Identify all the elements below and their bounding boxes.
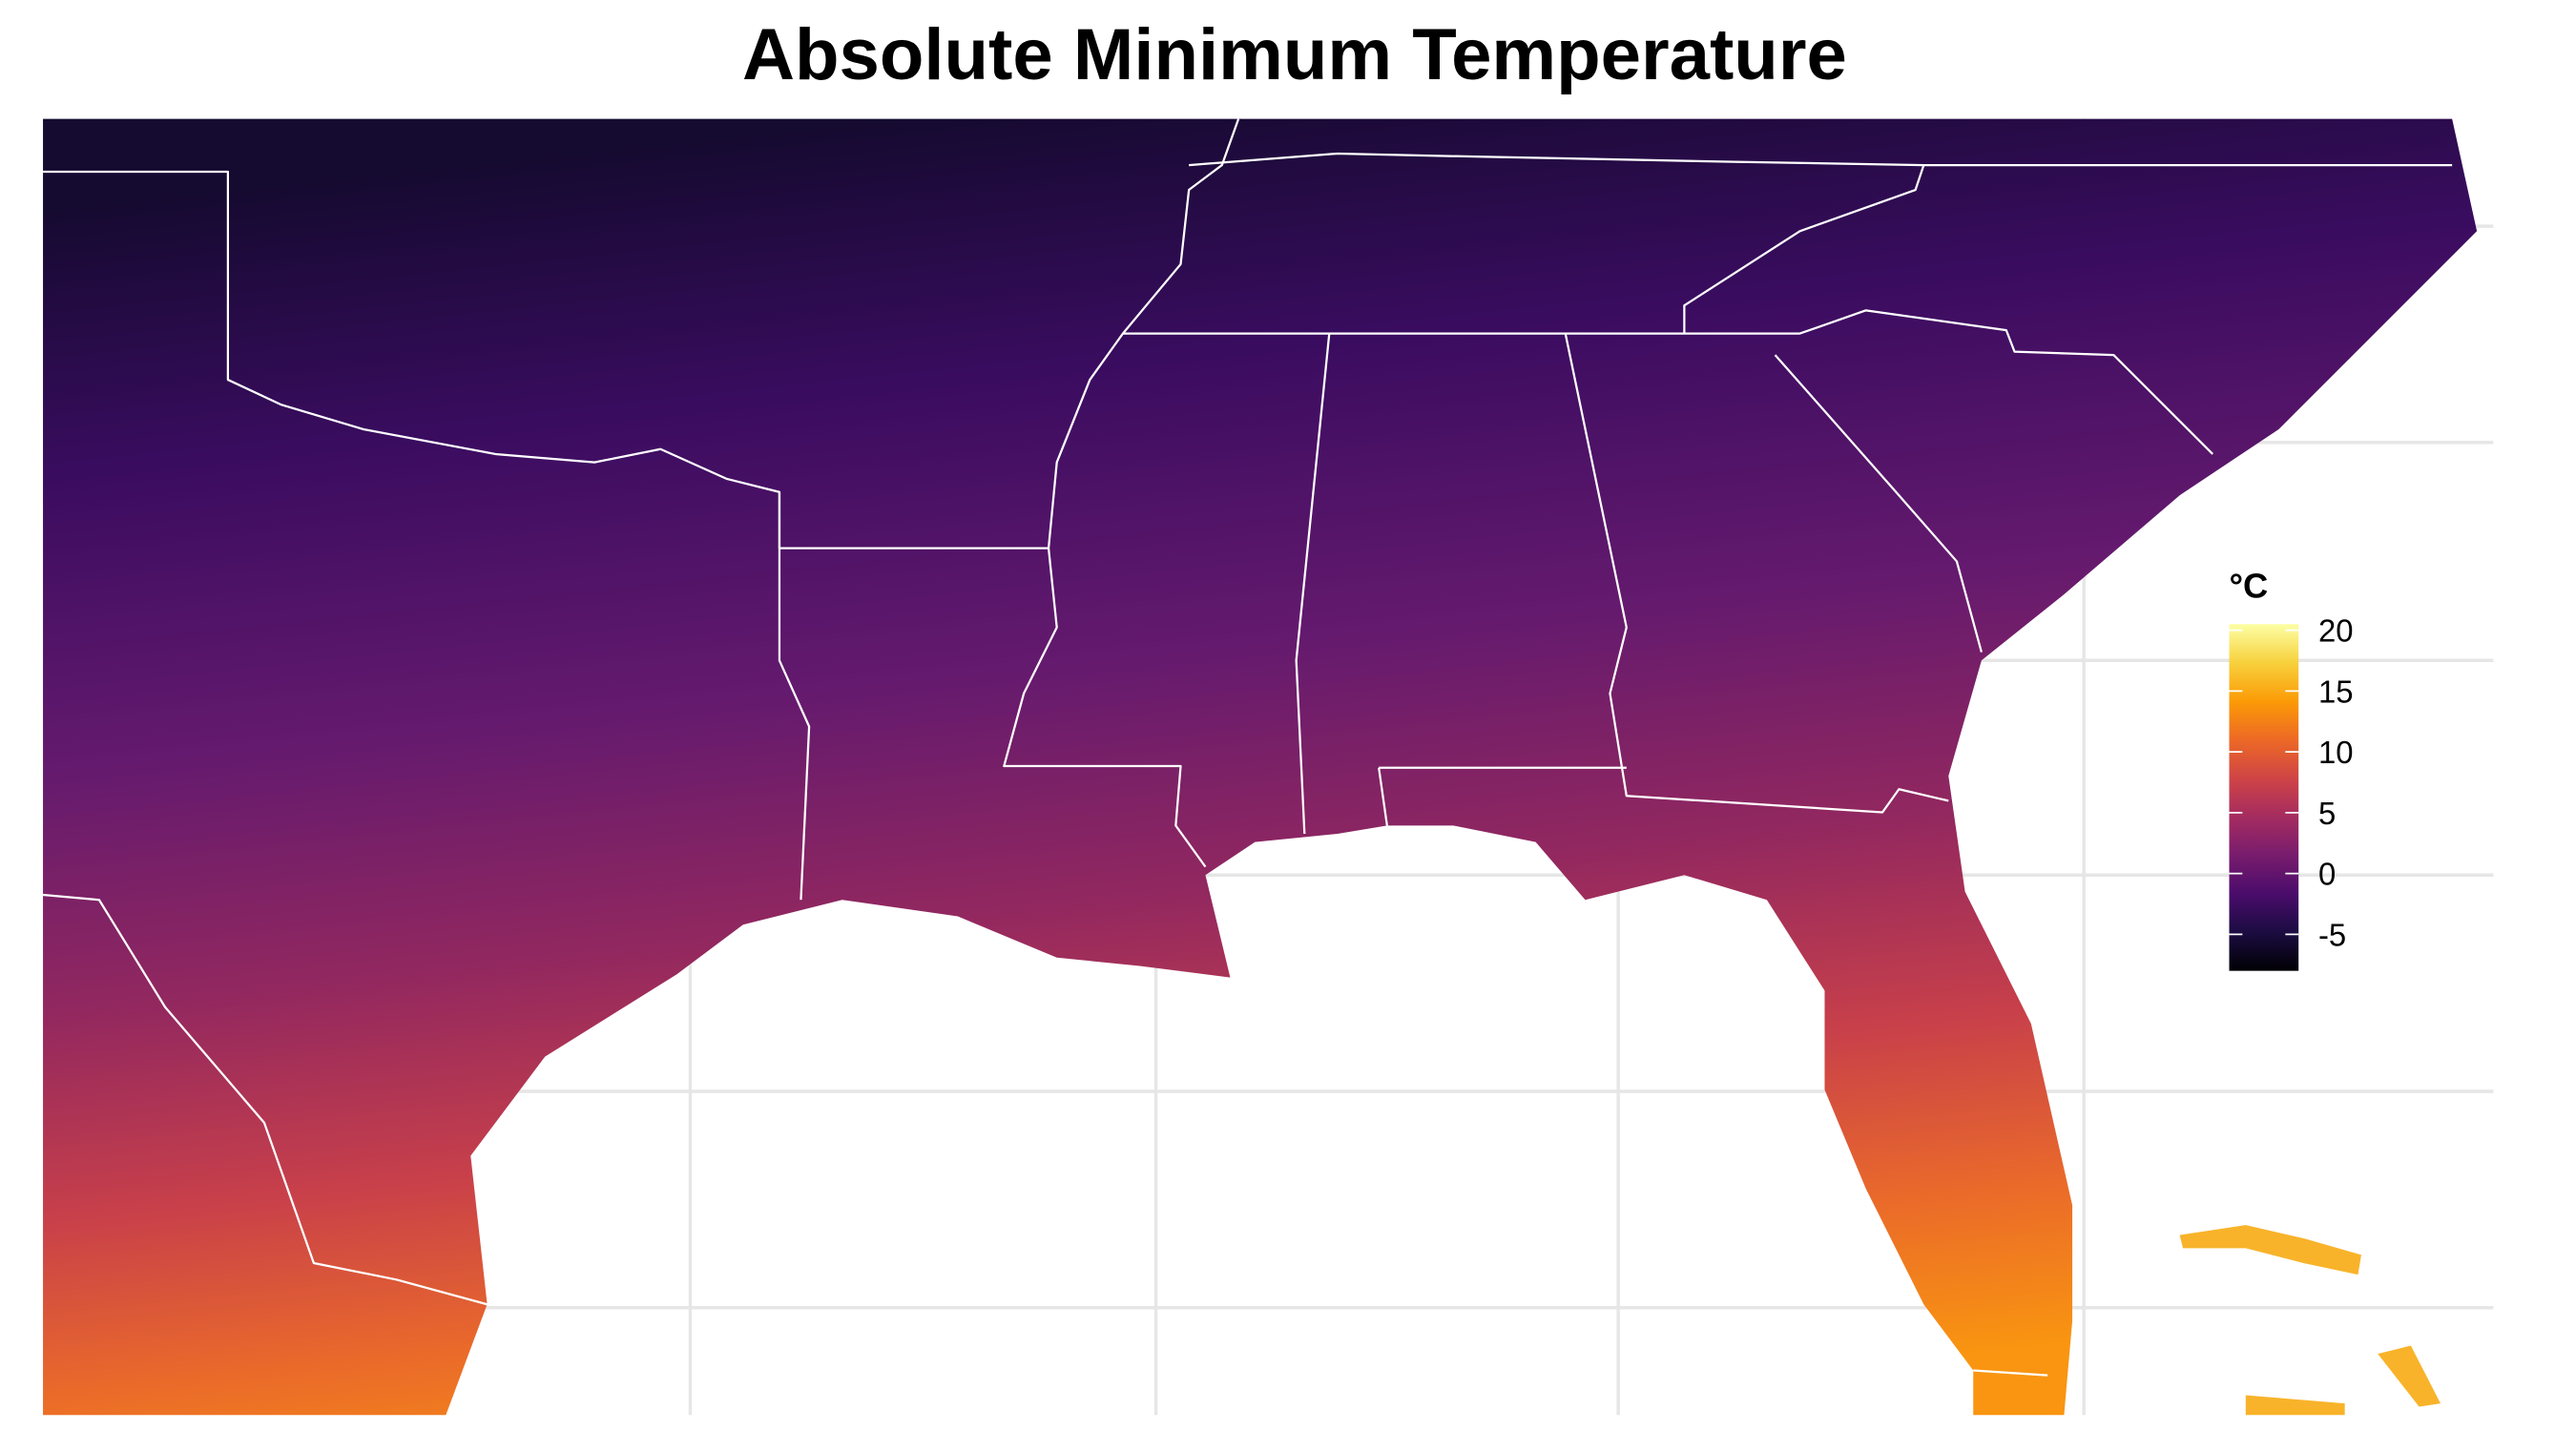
state-border xyxy=(42,893,488,1306)
state-border xyxy=(1003,118,1240,868)
state-borders xyxy=(42,118,2453,1377)
state-border xyxy=(1122,309,2213,455)
legend: °C -5 0 5 10 15 20 xyxy=(2229,567,2354,971)
state-border xyxy=(1683,164,1925,334)
state-border xyxy=(1774,354,1983,653)
state-border xyxy=(778,491,811,901)
state-border xyxy=(1189,152,2453,167)
legend-tick-label: 10 xyxy=(2318,735,2354,770)
state-border xyxy=(1564,333,1949,814)
colorbar xyxy=(2229,624,2299,971)
legend-title: °C xyxy=(2230,567,2269,606)
land-raster xyxy=(43,118,2494,1416)
legend-tick-label: 20 xyxy=(2318,613,2354,649)
state-border xyxy=(1378,766,1627,826)
legend-tick-label: -5 xyxy=(2318,918,2346,953)
legend-tick-label: 0 xyxy=(2318,857,2336,892)
islands xyxy=(2179,1225,2441,1416)
map-title: Absolute Minimum Temperature xyxy=(742,14,1847,95)
legend-tick-label: 15 xyxy=(2318,674,2354,709)
state-border xyxy=(1973,1369,2048,1377)
legend-tick-label: 5 xyxy=(2318,796,2336,831)
state-border xyxy=(1295,333,1331,835)
